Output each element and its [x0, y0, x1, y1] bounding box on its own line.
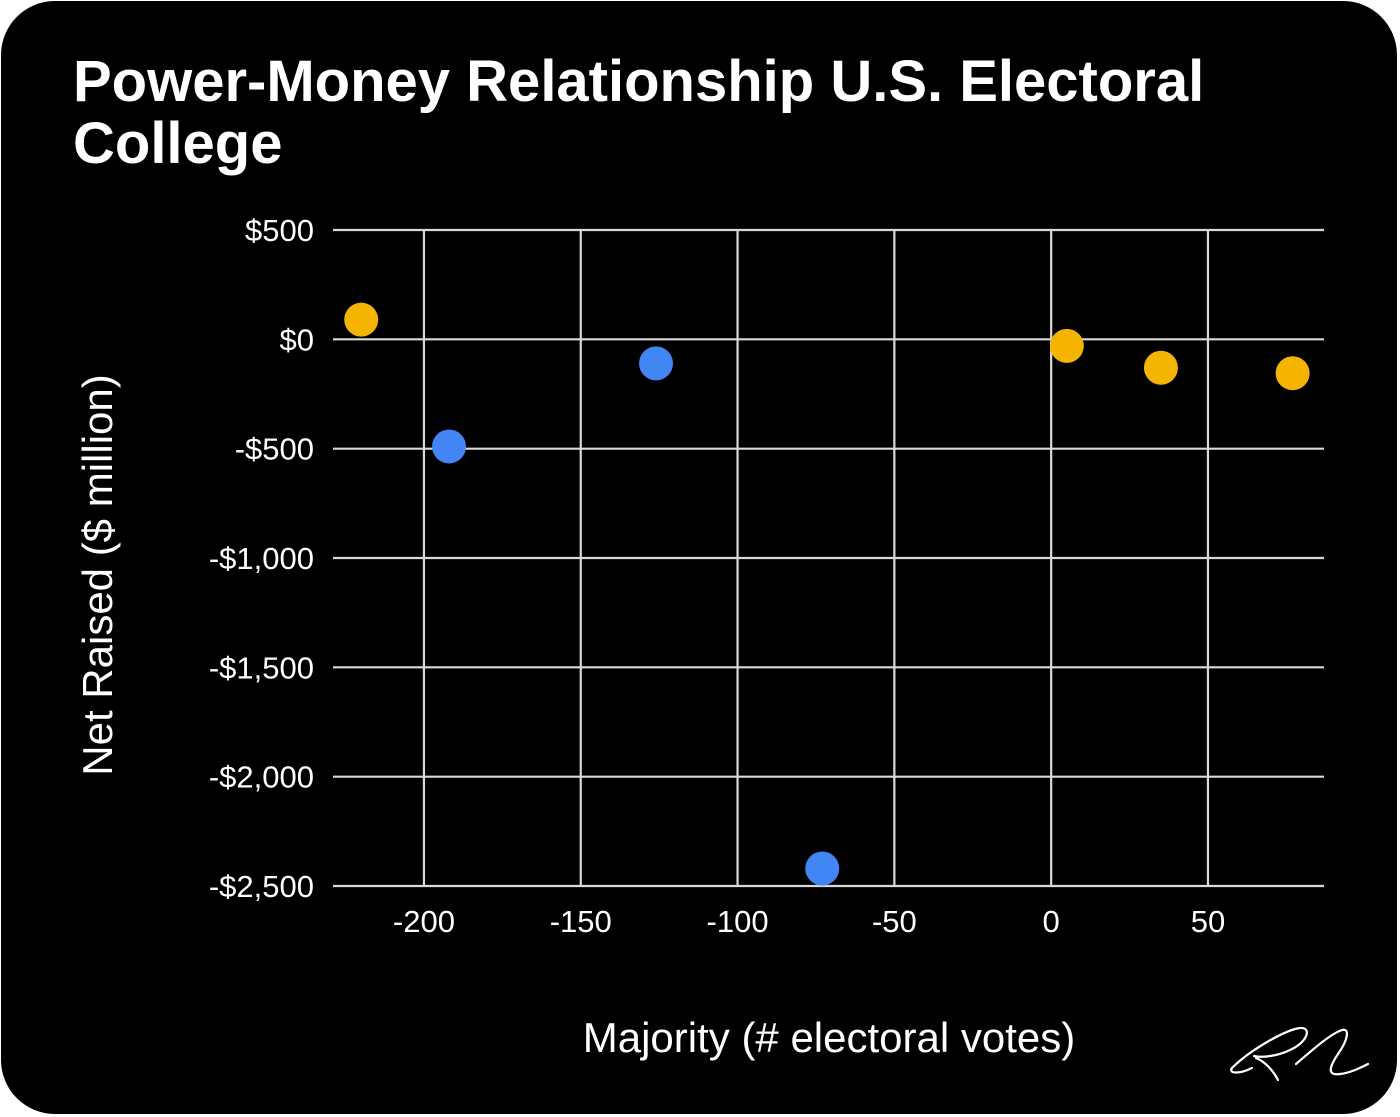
x-tick-label: 50 — [1191, 904, 1225, 939]
y-tick-label: -$500 — [235, 432, 314, 467]
y-tick-labels: $500 $0 -$500 -$1,000 -$1,500 -$2,000 -$2,500 — [209, 213, 314, 904]
y-tick-label: $500 — [245, 213, 314, 248]
data-points — [344, 302, 1310, 886]
x-tick-label: -50 — [872, 904, 917, 939]
x-tick-label: -100 — [707, 904, 769, 939]
chart-title: Power-Money Relationship U.S. Electoral … — [73, 49, 1205, 176]
data-point — [639, 346, 674, 381]
y-tick-label: -$2,500 — [209, 869, 314, 904]
data-point — [432, 429, 467, 464]
y-tick-label: $0 — [280, 322, 314, 357]
signature-logo — [1230, 1026, 1370, 1082]
data-point — [1143, 350, 1178, 385]
x-tick-labels: -200 -150 -100 -50 0 50 — [393, 904, 1225, 939]
x-tick-label: -200 — [393, 904, 455, 939]
y-tick-label: -$2,000 — [209, 760, 314, 795]
y-tick-label: -$1,000 — [209, 541, 314, 576]
data-point — [1049, 328, 1084, 363]
grid — [333, 228, 1324, 888]
data-point — [344, 302, 379, 337]
x-axis-label: Majority (# electoral votes) — [583, 1014, 1076, 1061]
x-tick-label: 0 — [1043, 904, 1060, 939]
data-point — [805, 851, 840, 886]
y-axis-label: Net Raised ($ million) — [74, 374, 121, 775]
data-point — [1275, 356, 1310, 391]
y-tick-label: -$1,500 — [209, 650, 314, 685]
x-tick-label: -150 — [550, 904, 612, 939]
